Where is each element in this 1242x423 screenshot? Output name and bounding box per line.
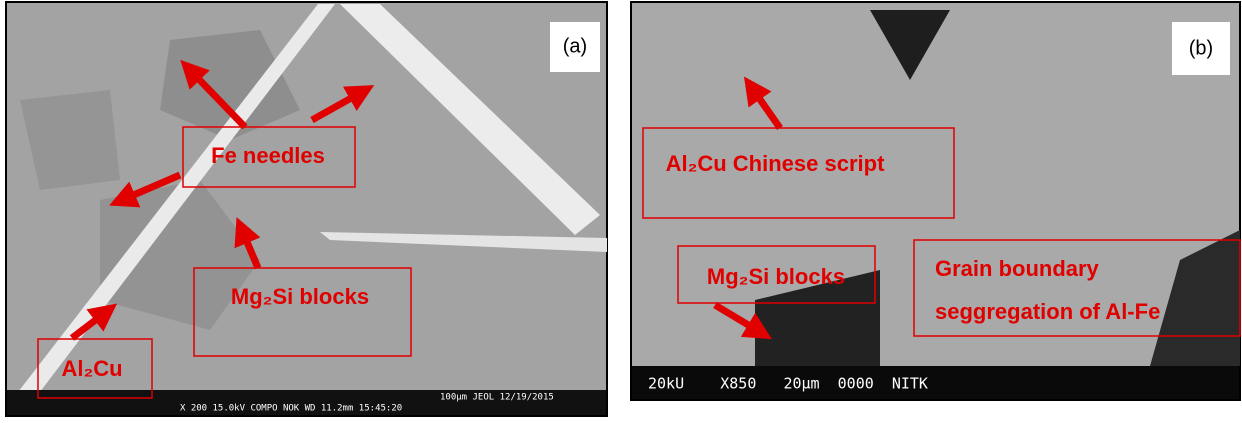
label: Al₂Cu Chinese script (666, 151, 885, 176)
label: Mg₂Si blocks (231, 284, 369, 309)
scale-info: 100µm JEOL 12/19/2015 (440, 393, 554, 403)
micrograph-b (631, 2, 1240, 400)
label: Mg₂Si blocks (707, 264, 845, 289)
panel-a: 100µm JEOL 12/19/2015 X 200 15.0kV COMPO… (6, 2, 607, 416)
figure: 100µm JEOL 12/19/2015 X 200 15.0kV COMPO… (0, 0, 1242, 418)
label: Al₂Cu (61, 356, 122, 381)
label: Fe needles (211, 143, 325, 168)
page: 100µm JEOL 12/19/2015 X 200 15.0kV COMPO… (0, 0, 1242, 418)
scale-info: 20kU X850 20µm 0000 NITK (648, 375, 928, 393)
label: seggregation of Al-Fe (935, 299, 1160, 324)
micrograph-a (6, 2, 607, 416)
panel-tag: (a) (563, 35, 587, 57)
label: Grain boundary (935, 256, 1100, 281)
panel-tag: (b) (1189, 37, 1213, 59)
panel-b: 20kU X850 20µm 0000 NITK (b) Al₂Cu Chine… (631, 2, 1240, 400)
acq-info: X 200 15.0kV COMPO NOK WD 11.2mm 15:45:2… (180, 404, 402, 414)
